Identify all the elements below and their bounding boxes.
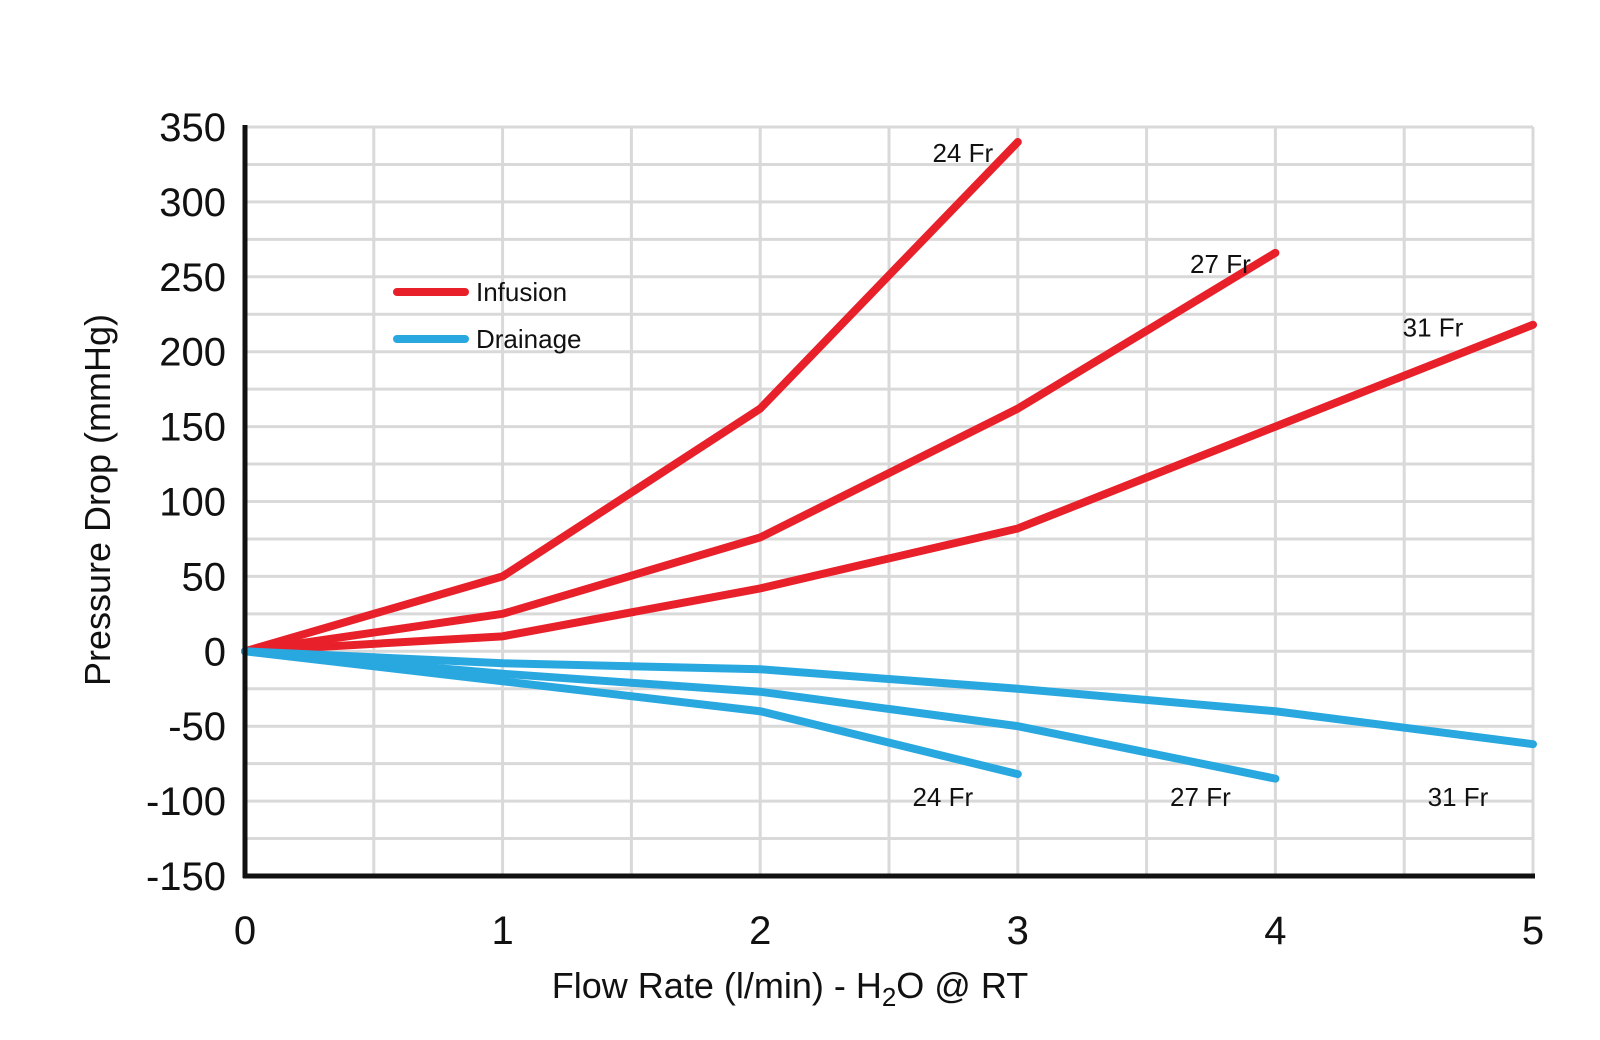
y-tick-label: 50 (182, 555, 227, 599)
series-line-drainage-31fr (241, 647, 1537, 749)
axes (242, 125, 1535, 879)
y-tick-label: 150 (159, 406, 226, 450)
series-line-infusion-31fr (241, 320, 1537, 656)
y-tick-label: -150 (146, 855, 226, 899)
x-tick-label: 0 (234, 909, 256, 953)
x-tick-label: 4 (1264, 909, 1286, 953)
legend: Infusion Drainage (393, 277, 582, 354)
x-axis-title: Flow Rate (l/min) - H2O @ RT (552, 965, 1028, 1012)
y-tick-label: 300 (159, 181, 226, 225)
legend-label-drainage: Drainage (476, 324, 582, 354)
grid (245, 125, 1535, 876)
y-tick-label: 200 (159, 331, 226, 375)
y-axis-title: Pressure Drop (mmHg) (77, 314, 118, 686)
series-annotation-drainage: 24 Fr (912, 782, 973, 812)
y-tick-label: -50 (168, 705, 226, 749)
series-line-infusion-24fr (241, 137, 1022, 656)
x-tick-label: 3 (1007, 909, 1029, 953)
y-tick-label: 0 (204, 630, 226, 674)
series-annotations: 24 Fr 27 Fr 31 Fr 24 Fr 27 Fr 31 Fr (912, 138, 1488, 812)
y-tick-label: -100 (146, 780, 226, 824)
series-annotation-infusion: 31 Fr (1403, 313, 1464, 343)
series-line-drainage-27fr (241, 647, 1280, 783)
series-annotation-drainage: 27 Fr (1170, 782, 1231, 812)
series-layer (241, 137, 1537, 783)
y-tick-label: 350 (159, 106, 226, 150)
legend-label-infusion: Infusion (476, 277, 567, 307)
x-tick-label: 5 (1522, 909, 1544, 953)
y-tick-label: 250 (159, 256, 226, 300)
series-line-infusion-27fr (241, 248, 1280, 656)
series-annotation-infusion: 27 Fr (1190, 249, 1251, 279)
y-tick-label: 100 (159, 481, 226, 525)
x-tick-label: 1 (491, 909, 513, 953)
x-tick-label: 2 (749, 909, 771, 953)
series-annotation-infusion: 24 Fr (932, 138, 993, 168)
tick-labels: 0 1 2 3 4 5 350 300 250 200 150 100 50 0 -50 -100 -150 (146, 106, 1544, 953)
series-annotation-drainage: 31 Fr (1428, 782, 1489, 812)
